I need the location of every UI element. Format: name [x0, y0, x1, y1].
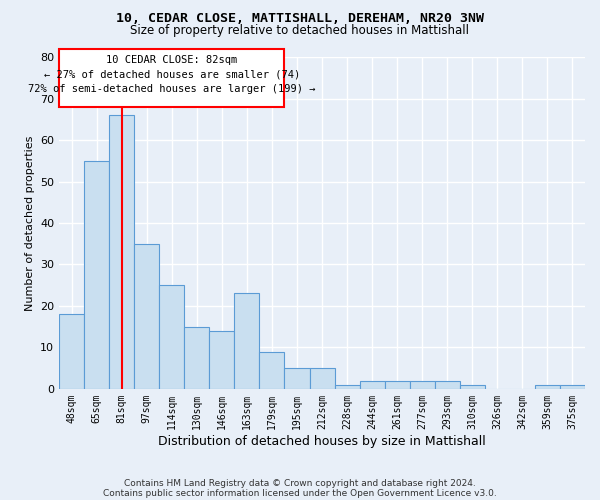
Y-axis label: Number of detached properties: Number of detached properties [25, 136, 35, 310]
FancyBboxPatch shape [59, 49, 284, 107]
Text: ← 27% of detached houses are smaller (74): ← 27% of detached houses are smaller (74… [44, 70, 300, 80]
Text: Contains public sector information licensed under the Open Government Licence v3: Contains public sector information licen… [103, 488, 497, 498]
Text: 10, CEDAR CLOSE, MATTISHALL, DEREHAM, NR20 3NW: 10, CEDAR CLOSE, MATTISHALL, DEREHAM, NR… [116, 12, 484, 26]
Bar [134, 244, 159, 389]
Text: 10 CEDAR CLOSE: 82sqm: 10 CEDAR CLOSE: 82sqm [106, 55, 238, 65]
Text: Contains HM Land Registry data © Crown copyright and database right 2024.: Contains HM Land Registry data © Crown c… [124, 478, 476, 488]
X-axis label: Distribution of detached houses by size in Mattishall: Distribution of detached houses by size … [158, 434, 486, 448]
Bar [284, 368, 310, 389]
Bar [159, 285, 184, 389]
Bar [335, 384, 359, 389]
Bar [209, 331, 235, 389]
Bar [460, 384, 485, 389]
Bar [59, 314, 84, 389]
Bar [359, 380, 385, 389]
Bar [385, 380, 410, 389]
Bar [235, 294, 259, 389]
Text: Size of property relative to detached houses in Mattishall: Size of property relative to detached ho… [131, 24, 470, 37]
Bar [535, 384, 560, 389]
Bar [109, 115, 134, 389]
Bar [435, 380, 460, 389]
Bar [310, 368, 335, 389]
Bar [259, 352, 284, 389]
Text: 72% of semi-detached houses are larger (199) →: 72% of semi-detached houses are larger (… [28, 84, 316, 94]
Bar [560, 384, 585, 389]
Bar [410, 380, 435, 389]
Bar [184, 326, 209, 389]
Bar [84, 161, 109, 389]
